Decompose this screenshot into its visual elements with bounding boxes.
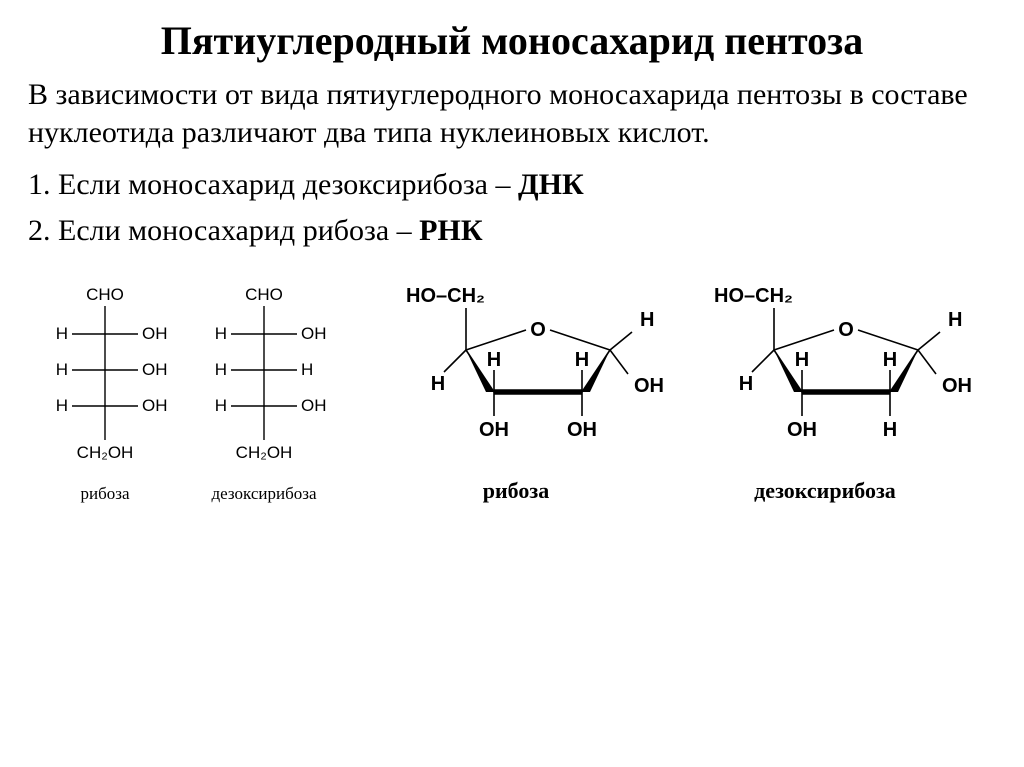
- figure-ribose-haworth: HO–CH₂ O H: [366, 274, 666, 504]
- svg-text:H: H: [883, 349, 897, 371]
- svg-text:HO–CH₂: HO–CH₂: [714, 285, 793, 307]
- deoxyribose-haworth-svg: HO–CH₂ O H: [670, 274, 980, 474]
- caption-ribose-haworth: рибоза: [366, 478, 666, 504]
- svg-text:H: H: [56, 360, 68, 379]
- figure-deoxyribose-haworth: HO–CH₂ O H: [670, 274, 980, 504]
- list-item-1-text: 1. Если моносахарид дезоксирибоза –: [28, 168, 518, 201]
- svg-text:HO–CH₂: HO–CH₂: [406, 285, 485, 307]
- list-item-2-text: 2. Если моносахарид рибоза –: [28, 214, 419, 247]
- svg-text:CH₂OH: CH₂OH: [77, 443, 134, 462]
- svg-text:H: H: [575, 349, 589, 371]
- svg-text:H: H: [215, 324, 227, 343]
- svg-text:OH: OH: [479, 419, 509, 441]
- svg-text:H: H: [948, 309, 962, 331]
- svg-text:OH: OH: [787, 419, 817, 441]
- svg-text:H: H: [56, 396, 68, 415]
- svg-text:OH: OH: [942, 375, 972, 397]
- svg-text:CHO: CHO: [86, 285, 124, 304]
- svg-text:H: H: [795, 349, 809, 371]
- caption-deoxyribose-fischer: дезоксирибоза: [184, 484, 344, 504]
- svg-text:H: H: [739, 373, 753, 395]
- svg-text:OH: OH: [301, 324, 327, 343]
- svg-text:H: H: [215, 396, 227, 415]
- caption-ribose-fischer: рибоза: [30, 484, 180, 504]
- ribose-fischer-svg: CHO H OH H OH H OH CH₂OH: [30, 282, 180, 482]
- svg-text:H: H: [883, 419, 897, 441]
- svg-text:H: H: [640, 309, 654, 331]
- list-item-2: 2. Если моносахарид рибоза – РНК: [28, 211, 996, 252]
- svg-text:H: H: [56, 324, 68, 343]
- list-item-1: 1. Если моносахарид дезоксирибоза – ДНК: [28, 165, 996, 206]
- svg-text:H: H: [487, 349, 501, 371]
- svg-text:CHO: CHO: [245, 285, 283, 304]
- intro-paragraph: В зависимости от вида пятиуглеродного мо…: [28, 76, 996, 153]
- list-item-2-bold: РНК: [419, 214, 482, 247]
- figures-row: CHO H OH H OH H OH CH₂OH рибоза CHO H: [28, 274, 996, 504]
- svg-text:OH: OH: [142, 396, 168, 415]
- svg-text:H: H: [215, 360, 227, 379]
- ribose-haworth-svg: HO–CH₂ O H: [366, 274, 666, 474]
- svg-text:O: O: [530, 319, 546, 341]
- svg-text:H: H: [301, 360, 313, 379]
- svg-text:OH: OH: [567, 419, 597, 441]
- page-title: Пятиуглеродный моносахарид пентоза: [28, 18, 996, 64]
- svg-text:OH: OH: [301, 396, 327, 415]
- svg-text:O: O: [838, 319, 854, 341]
- svg-text:OH: OH: [142, 360, 168, 379]
- figure-ribose-fischer: CHO H OH H OH H OH CH₂OH рибоза: [30, 282, 180, 504]
- svg-text:H: H: [431, 373, 445, 395]
- caption-deoxyribose-haworth: дезоксирибоза: [670, 478, 980, 504]
- svg-text:CH₂OH: CH₂OH: [236, 443, 293, 462]
- svg-text:OH: OH: [142, 324, 168, 343]
- svg-text:OH: OH: [634, 375, 664, 397]
- deoxyribose-fischer-svg: CHO H OH H H H OH CH₂OH: [184, 282, 344, 482]
- list-item-1-bold: ДНК: [518, 168, 584, 201]
- figure-deoxyribose-fischer: CHO H OH H H H OH CH₂OH дезоксирибоза: [184, 282, 344, 504]
